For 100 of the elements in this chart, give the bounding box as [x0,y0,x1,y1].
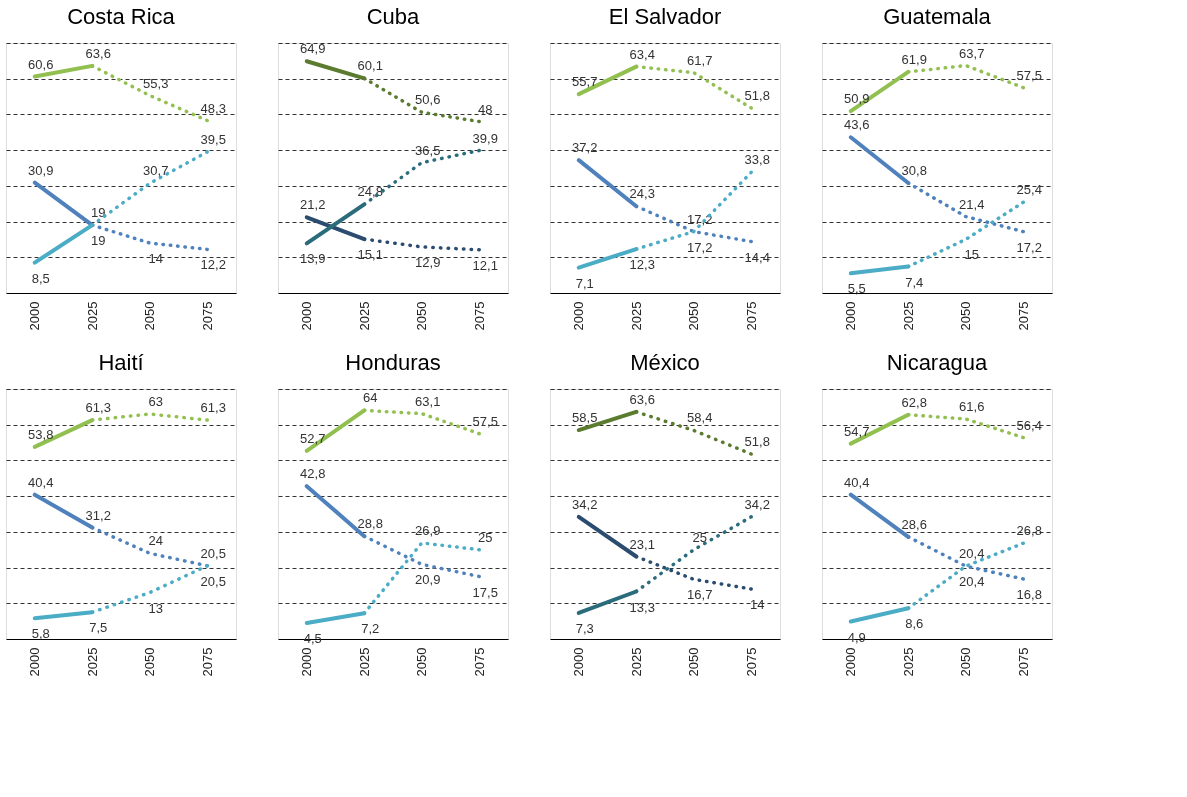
data-label: 39,5 [200,131,226,147]
data-label: 7,5 [89,620,108,636]
data-label: 61,3 [85,400,111,416]
data-label: 8,5 [31,270,50,286]
data-label: 24,3 [629,186,655,202]
chart-title: México [630,350,700,375]
x-tick-label: 2000 [27,647,43,677]
x-tick-label: 2025 [900,301,916,331]
x-tick-label: 2025 [84,301,100,331]
data-label: 17,2 [1016,239,1042,255]
data-label: 28,8 [357,516,383,532]
x-tick-label: 2050 [414,647,430,677]
data-label: 63,6 [85,45,111,61]
x-tick-label: 2050 [958,301,974,331]
data-label: 7,1 [575,275,594,291]
data-label: 61,7 [687,52,713,68]
data-label: 43,6 [844,117,870,133]
data-label: 55,7 [572,74,598,90]
data-label: 20,9 [415,572,441,588]
data-label: 12,1 [472,257,498,273]
data-label: 26,8 [1016,523,1042,539]
x-tick-label: 2000 [571,647,587,677]
data-label: 13,9 [300,251,326,267]
data-label: 63,7 [959,45,985,61]
x-tick-label: 2000 [843,301,859,331]
data-label: 34,2 [572,496,598,512]
data-label: 31,2 [85,507,111,523]
x-tick-label: 2075 [199,301,215,331]
x-tick-label: 2075 [199,647,215,677]
x-tick-label: 2025 [628,647,644,677]
data-label: 25,4 [1016,182,1042,198]
x-tick-label: 2075 [471,647,487,677]
chart-title: Nicaragua [886,350,988,375]
data-label: 39,9 [472,130,498,146]
data-label: 14,4 [744,249,770,265]
data-label: 63,1 [415,393,441,409]
data-label: 24 [148,533,163,549]
data-label: 61,3 [200,400,226,416]
data-label: 37,2 [572,140,598,156]
x-tick-label: 2000 [27,301,43,331]
data-label: 23,1 [629,536,655,552]
data-label: 12,9 [415,254,441,270]
data-label: 50,6 [415,92,441,108]
x-tick-label: 2025 [628,301,644,331]
x-tick-label: 2000 [843,647,859,677]
data-label: 26,9 [415,522,441,538]
x-tick-label: 2000 [571,301,587,331]
data-label: 7,2 [361,621,380,637]
data-label: 48 [478,101,493,117]
chart-title: Cuba [366,4,421,29]
data-label: 30,8 [901,163,927,178]
x-tick-label: 2075 [1015,301,1031,331]
data-label: 60,1 [357,58,383,74]
data-label: 48,3 [200,100,226,116]
x-tick-label: 2050 [142,647,158,677]
x-tick-label: 2050 [686,301,702,331]
data-label: 14 [148,251,163,266]
data-label: 42,8 [300,466,326,482]
data-label: 64 [363,390,378,406]
data-label: 20,4 [959,574,985,590]
x-tick-label: 2025 [84,647,100,677]
x-tick-label: 2000 [299,301,315,331]
data-label: 56,4 [1016,417,1042,433]
data-label: 28,6 [901,516,927,532]
data-label: 40,4 [28,474,54,490]
x-tick-label: 2075 [471,301,487,331]
data-label: 13 [148,600,163,616]
data-label: 7,3 [575,620,594,636]
data-label: 12,2 [200,257,226,273]
data-label: 17,2 [687,239,713,255]
chart-title: Costa Rica [67,4,176,29]
data-label: 15 [964,247,979,263]
data-label: 63 [148,394,163,409]
chart-title: El Salvador [608,4,722,29]
data-label: 21,2 [300,197,326,213]
data-label: 25 [478,529,493,545]
data-label: 25 [692,529,707,545]
data-label: 20,5 [200,573,226,589]
data-label: 20,5 [200,545,226,561]
data-label: 33,8 [744,152,770,168]
chart-title: Guatemala [883,4,992,29]
data-label: 54,7 [844,423,870,439]
x-tick-label: 2025 [356,301,372,331]
data-label: 63,6 [629,391,655,407]
x-tick-label: 2050 [958,647,974,677]
x-tick-label: 2075 [743,301,759,331]
data-label: 40,4 [844,474,870,490]
data-label: 51,8 [744,88,770,103]
data-label: 61,6 [959,399,985,414]
data-label: 30,7 [143,163,169,179]
x-tick-label: 2000 [299,647,315,677]
data-label: 21,4 [959,196,985,212]
data-label: 62,8 [901,394,927,410]
data-label: 63,4 [629,46,655,62]
data-label: 14 [750,597,765,612]
data-label: 51,8 [744,434,770,449]
x-tick-label: 2075 [1015,647,1031,677]
chart-title: Honduras [345,350,441,375]
data-label: 30,9 [28,162,54,178]
data-label: 19 [91,233,106,249]
